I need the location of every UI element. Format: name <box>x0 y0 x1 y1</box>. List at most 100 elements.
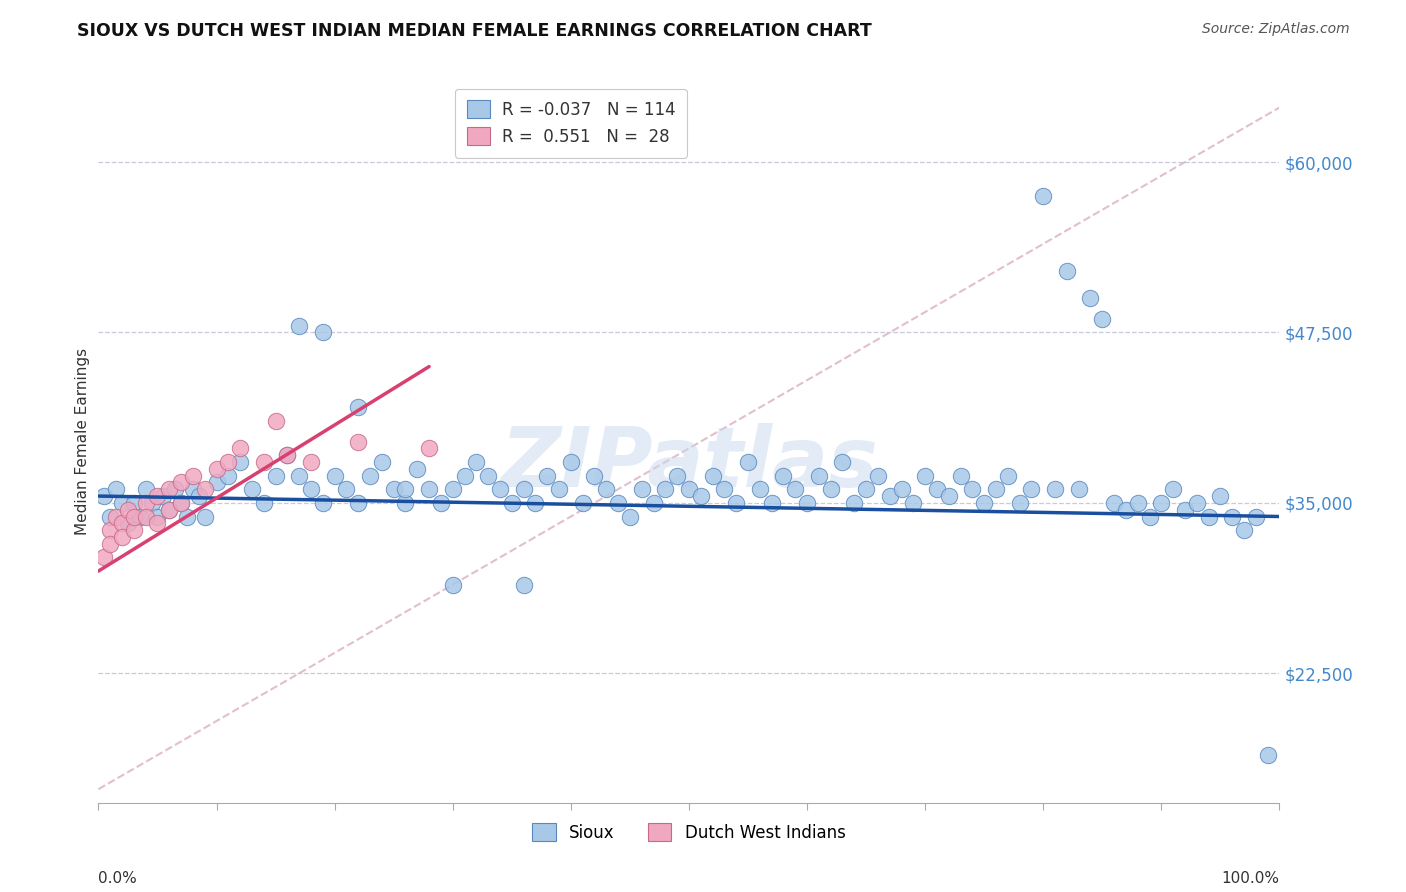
Point <box>98 523 121 537</box>
Point <box>879 489 901 503</box>
Point <box>607 496 630 510</box>
Point <box>536 468 558 483</box>
Point <box>855 482 877 496</box>
Point <box>347 401 370 415</box>
Point <box>146 509 169 524</box>
Text: 100.0%: 100.0% <box>1222 871 1279 886</box>
Point <box>938 489 960 503</box>
Point <box>323 468 346 483</box>
Point <box>524 496 547 510</box>
Point <box>359 468 381 483</box>
Point <box>914 468 936 483</box>
Point <box>98 537 121 551</box>
Point <box>820 482 842 496</box>
Point <box>748 482 770 496</box>
Point <box>135 509 157 524</box>
Point <box>583 468 606 483</box>
Point <box>141 496 163 510</box>
Point <box>117 516 139 531</box>
Point <box>1021 482 1043 496</box>
Point <box>477 468 499 483</box>
Point <box>630 482 652 496</box>
Point <box>205 475 228 490</box>
Point <box>98 509 121 524</box>
Point <box>1043 482 1066 496</box>
Point <box>761 496 783 510</box>
Point <box>1032 189 1054 203</box>
Point <box>347 434 370 449</box>
Point <box>170 496 193 510</box>
Point <box>1091 311 1114 326</box>
Point <box>654 482 676 496</box>
Point <box>135 482 157 496</box>
Point <box>1008 496 1031 510</box>
Point <box>465 455 488 469</box>
Point <box>441 577 464 591</box>
Point <box>299 455 322 469</box>
Point <box>1257 748 1279 763</box>
Point <box>135 496 157 510</box>
Point <box>406 462 429 476</box>
Point <box>1161 482 1184 496</box>
Point <box>157 502 180 516</box>
Point <box>122 509 145 524</box>
Point <box>949 468 972 483</box>
Point <box>264 414 287 428</box>
Text: 0.0%: 0.0% <box>98 871 138 886</box>
Point <box>772 468 794 483</box>
Point <box>276 448 298 462</box>
Point <box>678 482 700 496</box>
Point <box>105 482 128 496</box>
Point <box>984 482 1007 496</box>
Point <box>1115 502 1137 516</box>
Point <box>973 496 995 510</box>
Point <box>253 496 276 510</box>
Point <box>217 455 239 469</box>
Point <box>122 523 145 537</box>
Point <box>117 502 139 516</box>
Point <box>702 468 724 483</box>
Point <box>229 442 252 456</box>
Point <box>997 468 1019 483</box>
Point <box>181 468 204 483</box>
Point <box>725 496 748 510</box>
Point <box>807 468 830 483</box>
Point <box>312 326 335 340</box>
Legend: Sioux, Dutch West Indians: Sioux, Dutch West Indians <box>526 817 852 848</box>
Point <box>194 482 217 496</box>
Point <box>1139 509 1161 524</box>
Point <box>122 496 145 510</box>
Point <box>595 482 617 496</box>
Point <box>796 496 818 510</box>
Point <box>1067 482 1090 496</box>
Text: SIOUX VS DUTCH WEST INDIAN MEDIAN FEMALE EARNINGS CORRELATION CHART: SIOUX VS DUTCH WEST INDIAN MEDIAN FEMALE… <box>77 22 872 40</box>
Point <box>1080 292 1102 306</box>
Point <box>831 455 853 469</box>
Point <box>501 496 523 510</box>
Point <box>229 455 252 469</box>
Point <box>666 468 689 483</box>
Point <box>93 550 115 565</box>
Point <box>643 496 665 510</box>
Point <box>441 482 464 496</box>
Point <box>105 509 128 524</box>
Point <box>1185 496 1208 510</box>
Point <box>146 516 169 531</box>
Point <box>785 482 807 496</box>
Point <box>1174 502 1197 516</box>
Point <box>737 455 759 469</box>
Point <box>1102 496 1125 510</box>
Point <box>288 468 311 483</box>
Point <box>312 496 335 510</box>
Point <box>430 496 453 510</box>
Point <box>371 455 394 469</box>
Point <box>93 489 115 503</box>
Point <box>394 496 416 510</box>
Point <box>111 496 134 510</box>
Point <box>253 455 276 469</box>
Point <box>264 468 287 483</box>
Point <box>1150 496 1173 510</box>
Point <box>170 475 193 490</box>
Point <box>512 482 534 496</box>
Point <box>418 482 440 496</box>
